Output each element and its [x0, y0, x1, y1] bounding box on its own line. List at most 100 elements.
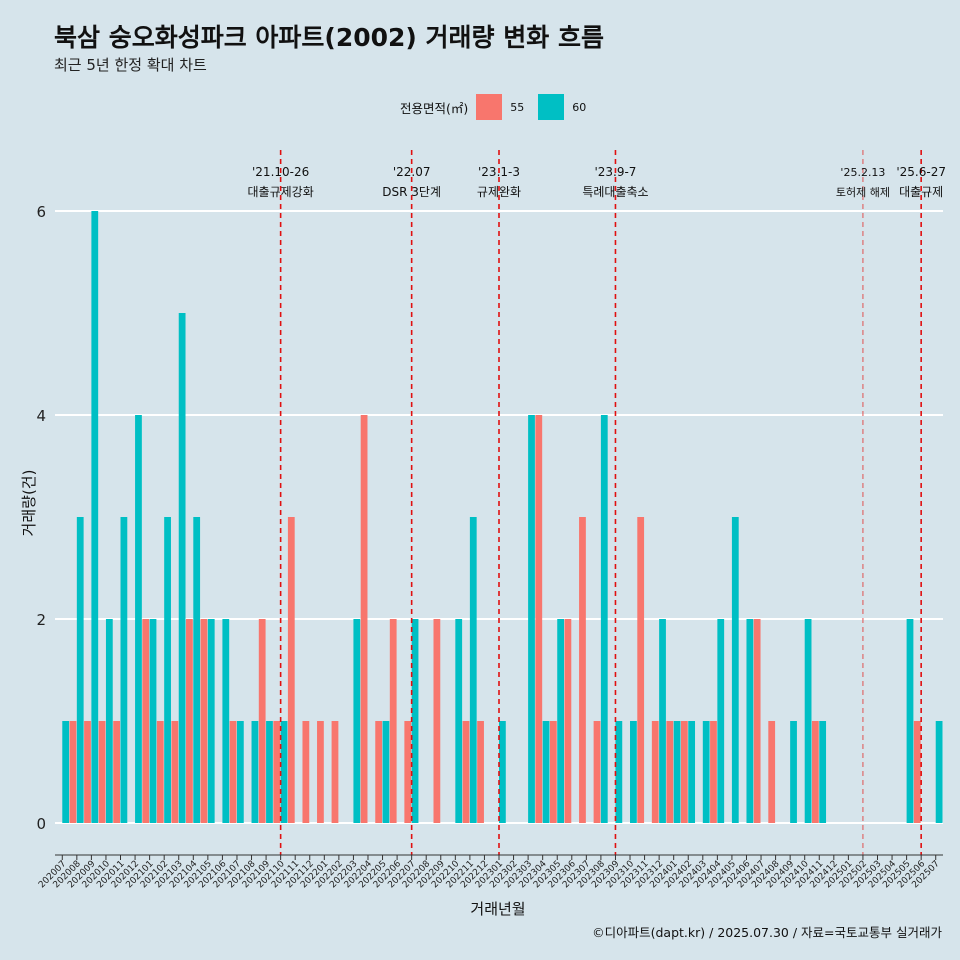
event-label-5: 토허제 해제 [836, 185, 890, 199]
event-label-2: DSR 3단계 [382, 185, 441, 199]
bar-60-202304 [542, 721, 550, 823]
bar-60-202406 [746, 619, 754, 823]
bar-55-202404 [710, 721, 717, 823]
event-label-6: 대출규제 [899, 185, 943, 199]
y-tick-label: 6 [36, 203, 46, 221]
y-tick-label: 0 [36, 815, 46, 833]
caption: ©디아파트(dapt.kr) / 2025.07.30 / 자료=국토교통부 실… [592, 925, 942, 940]
bar-55-202202 [331, 721, 339, 823]
bar-55-202206 [389, 619, 397, 823]
bar-60-202104 [193, 517, 201, 823]
bar-55-202011 [113, 721, 121, 823]
bar-60-202403 [702, 721, 710, 823]
bar-60-202102 [164, 517, 171, 823]
bar-55-202104 [186, 619, 193, 823]
bar-60-202007 [62, 721, 70, 823]
bar-60-202009 [91, 211, 99, 823]
bar-60-202107 [236, 721, 244, 823]
bar-55-202209 [433, 619, 441, 823]
event-date-5: '25.2.13 [840, 166, 885, 179]
bar-55-202401 [666, 721, 674, 823]
y-axis: 0 2 4 6 [36, 203, 46, 833]
bar-55-202009 [84, 721, 91, 823]
y-tick-label: 4 [36, 407, 46, 425]
bar-60-202507 [935, 721, 943, 823]
bar-60-202404 [717, 619, 725, 823]
bar-60-202103 [178, 313, 186, 823]
bar-60-202008 [76, 517, 84, 823]
bar-55-202308 [593, 721, 601, 823]
bar-60-202402 [688, 721, 696, 823]
bar-60-202010 [105, 619, 113, 823]
bar-55-202105 [200, 619, 208, 823]
bar-55-202312 [651, 721, 659, 823]
bar-55-202107 [229, 721, 237, 823]
bar-60-202401 [673, 721, 681, 823]
bar-60-202205 [382, 721, 390, 823]
event-date-3: '23.1-3 [478, 165, 520, 179]
bar-55-202112 [302, 721, 310, 823]
bar-55-202205 [375, 721, 383, 823]
bars [62, 211, 943, 823]
bar-60-202305 [557, 619, 565, 823]
bar-60-202309 [615, 721, 623, 823]
bar-60-202312 [659, 619, 666, 823]
event-date-6: '25.6-27 [896, 165, 946, 179]
legend: 전용면적(㎡) 55 60 [400, 93, 600, 121]
bar-55-202207 [404, 721, 412, 823]
bar-60-202011 [120, 517, 128, 823]
bar-55-202103 [171, 721, 179, 823]
bar-55-202411 [811, 721, 819, 823]
bar-60-202012 [135, 415, 142, 823]
event-label-4: 특례대출축소 [582, 185, 648, 199]
event-label-1: 대출규제강화 [248, 185, 314, 199]
bar-55-202010 [98, 721, 106, 823]
legend-swatch-55 [476, 94, 503, 120]
bar-60-202405 [731, 517, 739, 823]
x-axis: 2020072020082020092020102020112020122021… [37, 854, 943, 890]
bar-60-202410 [804, 619, 812, 823]
bar-55-202506 [913, 721, 921, 823]
bar-55-202306 [564, 619, 572, 823]
event-date-1: '21.10-26 [252, 165, 309, 179]
bar-55-202102 [156, 721, 164, 823]
bar-60-202106 [222, 619, 230, 823]
bar-60-202301 [499, 721, 506, 823]
bar-55-202305 [549, 721, 557, 823]
bar-60-202203 [353, 619, 361, 823]
bar-55-202101 [142, 619, 150, 823]
bar-55-202402 [680, 721, 688, 823]
bar-60-202108 [251, 721, 259, 823]
bar-60-202211 [469, 517, 477, 823]
event-label-3: 규제완화 [477, 185, 521, 199]
bar-60-202411 [819, 721, 827, 823]
bar-60-202409 [790, 721, 797, 823]
bar-55-202408 [768, 721, 776, 823]
bar-60-202310 [630, 721, 637, 823]
bar-55-202311 [637, 517, 645, 823]
bar-55-202307 [579, 517, 586, 823]
bar-55-202407 [753, 619, 761, 823]
bar-60-202101 [149, 619, 157, 823]
chart-title: 북삼 숭오화성파크 아파트(2002) 거래량 변화 흐름 [54, 23, 604, 52]
event-lines: '21.10-26 대출규제강화 '22.07 DSR 3단계 '23.1-3 규제완화 '… [248, 150, 946, 855]
legend-label-60: 60 [572, 100, 587, 114]
bar-60-202308 [600, 415, 608, 823]
bar-55-202109 [258, 619, 266, 823]
bar-60-202110 [280, 721, 288, 823]
bar-55-202204 [360, 415, 368, 823]
chart-subtitle: 최근 5년 한정 확대 차트 [54, 56, 207, 74]
bar-60-202303 [528, 415, 535, 823]
bar-60-202109 [266, 721, 273, 823]
bar-55-202212 [477, 721, 484, 823]
event-date-2: '22.07 [393, 165, 431, 179]
x-axis-title: 거래년월 [470, 900, 525, 918]
bar-55-202111 [287, 517, 295, 823]
y-tick-label: 2 [36, 611, 46, 629]
bar-55-202201 [317, 721, 324, 823]
bar-60-202105 [207, 619, 215, 823]
bar-55-202008 [69, 721, 77, 823]
bar-60-202505 [906, 619, 914, 823]
legend-label-55: 55 [510, 100, 525, 114]
